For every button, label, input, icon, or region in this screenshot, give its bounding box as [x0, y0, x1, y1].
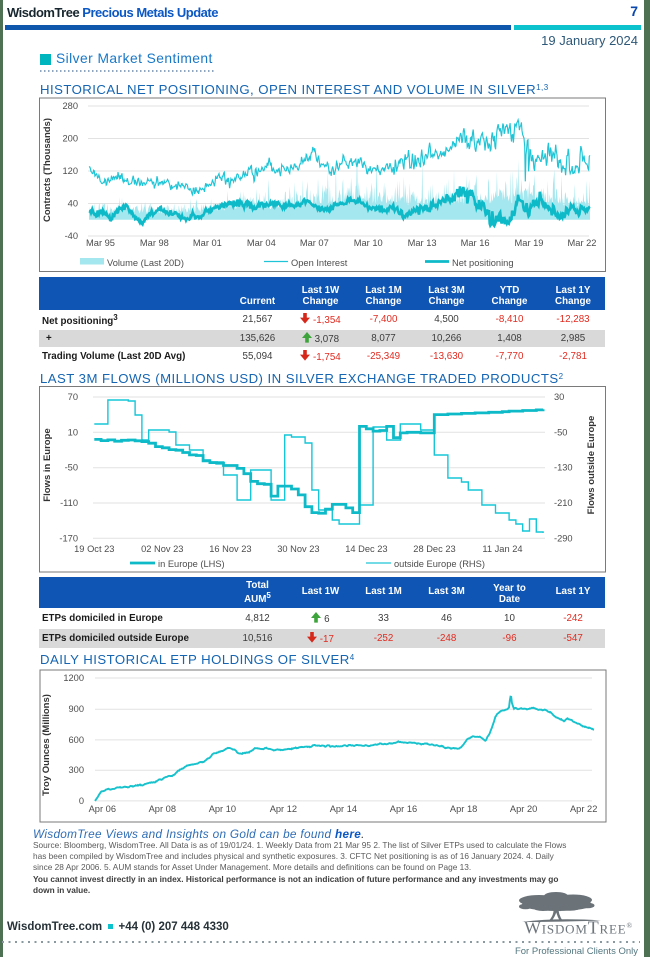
svg-text:70: 70	[68, 392, 78, 402]
svg-text:0: 0	[79, 796, 84, 806]
svg-text:Apr 08: Apr 08	[149, 804, 176, 814]
svg-text:Apr 16: Apr 16	[390, 804, 417, 814]
svg-text:280: 280	[62, 101, 78, 111]
svg-text:14 Dec 23: 14 Dec 23	[345, 544, 387, 554]
svg-text:outside Europe (RHS): outside Europe (RHS)	[394, 559, 485, 569]
svg-text:Net positioning: Net positioning	[452, 258, 514, 268]
svg-text:1200: 1200	[63, 673, 84, 683]
svg-text:Mar 07: Mar 07	[300, 238, 329, 248]
svg-text:Mar 19: Mar 19	[515, 238, 544, 248]
svg-text:Apr 10: Apr 10	[209, 804, 236, 814]
svg-text:in Europe (LHS): in Europe (LHS)	[158, 559, 225, 569]
svg-text:Apr 06: Apr 06	[89, 804, 116, 814]
svg-text:-50: -50	[65, 463, 78, 473]
svg-text:200: 200	[62, 134, 78, 144]
svg-text:Mar 95: Mar 95	[86, 238, 115, 248]
svg-text:-40: -40	[65, 231, 78, 241]
svg-text:-170: -170	[59, 533, 78, 543]
svg-text:Apr 20: Apr 20	[510, 804, 537, 814]
svg-text:-50: -50	[554, 427, 567, 437]
svg-text:Open Interest: Open Interest	[291, 258, 348, 268]
svg-text:Contracts (Thousands): Contracts (Thousands)	[42, 118, 53, 222]
svg-text:Flows in Europe: Flows in Europe	[42, 428, 53, 501]
svg-text:Mar 22: Mar 22	[568, 238, 597, 248]
svg-text:Apr 22: Apr 22	[570, 804, 597, 814]
svg-text:02 Nov 23: 02 Nov 23	[141, 544, 183, 554]
svg-text:Apr 14: Apr 14	[330, 804, 357, 814]
svg-text:Mar 10: Mar 10	[354, 238, 383, 248]
svg-text:-130: -130	[554, 463, 573, 473]
svg-text:900: 900	[68, 704, 84, 714]
svg-text:Mar 04: Mar 04	[247, 238, 276, 248]
svg-text:Mar 98: Mar 98	[140, 238, 169, 248]
svg-text:Apr 18: Apr 18	[450, 804, 477, 814]
svg-text:19 Oct 23: 19 Oct 23	[74, 544, 114, 554]
svg-text:Apr 12: Apr 12	[270, 804, 297, 814]
svg-text:Mar 01: Mar 01	[193, 238, 222, 248]
svg-text:300: 300	[68, 765, 84, 775]
svg-text:120: 120	[62, 166, 78, 176]
svg-text:Volume (Last 20D): Volume (Last 20D)	[107, 258, 184, 268]
svg-text:10: 10	[68, 427, 78, 437]
svg-text:Mar 16: Mar 16	[461, 238, 490, 248]
svg-text:16 Nov 23: 16 Nov 23	[209, 544, 251, 554]
svg-text:-290: -290	[554, 533, 573, 543]
svg-text:Mar 13: Mar 13	[408, 238, 437, 248]
svg-text:-110: -110	[60, 498, 78, 508]
svg-text:11 Jan 24: 11 Jan 24	[482, 544, 522, 554]
svg-text:Troy Ounces (Millions): Troy Ounces (Millions)	[41, 694, 52, 796]
svg-text:30: 30	[554, 392, 564, 402]
svg-text:30 Nov 23: 30 Nov 23	[277, 544, 319, 554]
svg-text:28 Dec 23: 28 Dec 23	[413, 544, 455, 554]
svg-text:40: 40	[68, 199, 78, 209]
svg-text:600: 600	[68, 735, 84, 745]
svg-text:Flows outside Europe: Flows outside Europe	[586, 416, 597, 515]
svg-text:WISDOMTREE®: WISDOMTREE®	[524, 918, 633, 938]
svg-text:-210: -210	[554, 498, 573, 508]
